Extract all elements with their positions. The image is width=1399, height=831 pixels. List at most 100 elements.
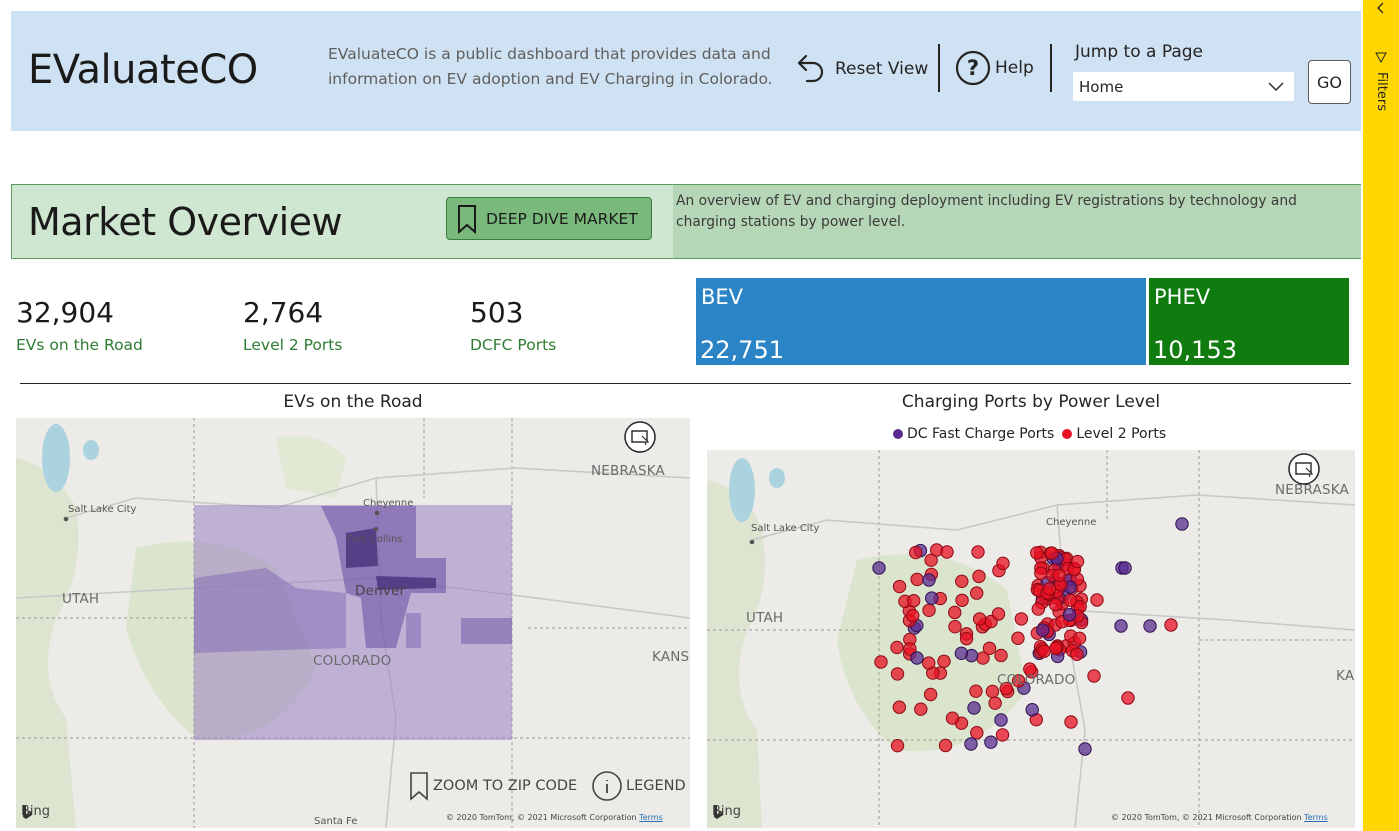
level2-port-marker [1087,669,1101,683]
legend-level2-label: Level 2 Ports [1076,426,1167,442]
level2-port-marker [922,603,936,617]
level2-port-marker [914,702,928,716]
bing-logo: Bing [21,804,50,819]
level2-port-marker [1064,715,1078,729]
reset-view-label: Reset View [835,59,929,79]
page-select-dropdown[interactable]: Home [1073,72,1294,101]
bookmark-icon [410,772,428,801]
level2-port-marker [948,619,962,634]
map-background [707,450,1355,828]
level2-port-marker [996,556,1010,571]
level2-port-marker [1052,568,1066,582]
dcfc-port-marker [910,651,924,665]
level2-port-marker [1014,612,1029,626]
kpi-evs-value: 32,904 [16,296,114,329]
filters-toggle[interactable]: Filters [1365,50,1397,130]
evs-choropleth-map[interactable]: NEBRASKA UTAH COLORADO KANSA Salt Lake C… [16,418,690,828]
level2-port-marker [971,545,985,559]
level2-port-marker [903,642,917,656]
level2-port-marker [955,593,969,607]
page-select-value: Home [1079,77,1124,96]
ports-legend: DC Fast Charge Ports Level 2 Ports [893,426,1166,442]
dcfc-port-marker [925,591,939,605]
help-label: Help [995,58,1034,78]
app-description: EValuateCO is a public dashboard that pr… [328,45,773,88]
help-icon: ? [955,50,991,86]
level2-port-marker [1049,641,1063,656]
level2-port-marker [1070,647,1084,661]
chevron-down-icon [1268,82,1284,91]
reset-view-button[interactable]: Reset View [793,52,928,86]
dcfc-port-marker [954,646,969,661]
level2-port-marker [890,640,904,655]
dcfc-port-marker [964,737,978,751]
charging-ports-map[interactable]: NEBRASKA UTAH COLORADO KA Salt Lake City… [707,450,1355,828]
map-copyright: © 2020 TomTom, © 2021 Microsoft Corporat… [446,813,663,822]
phev-name: PHEV [1154,285,1211,309]
level2-port-marker [970,726,984,740]
city-label: Fort Collins [347,534,403,545]
go-button[interactable]: GO [1308,60,1351,104]
level2-port-marker [959,631,974,646]
copyright-text: © 2020 TomTom, © 2021 Microsoft Corporat… [1111,813,1302,822]
bev-tile[interactable]: BEV 22,751 [696,278,1146,365]
focus-mode-icon[interactable] [623,420,657,454]
map-evs-title: EVs on the Road [283,392,423,412]
dcfc-port-marker [1062,608,1077,622]
level2-port-marker [999,681,1013,696]
state-label: UTAH [62,591,100,607]
phev-tile[interactable]: PHEV 10,153 [1149,278,1349,365]
level2-port-marker [906,594,921,608]
deep-dive-label: DEEP DIVE MARKET [486,209,638,228]
kpi-evs-label: EVs on the Road [16,336,143,354]
divider [1050,44,1052,92]
app-title: EValuateCO [28,47,258,93]
level2-port-marker [1090,593,1104,607]
help-button[interactable]: ? Help [955,49,1034,87]
jump-to-page-label: Jump to a Page [1075,42,1203,62]
zoom-to-zip-button[interactable]: ZOOM TO ZIP CODE [408,770,577,802]
level2-port-marker [991,607,1006,621]
level2-port-marker [874,655,888,669]
terms-link[interactable]: Terms [1304,813,1328,822]
section-title: Market Overview [28,200,343,244]
bing-icon [714,805,723,819]
level2-port-marker [1034,566,1048,580]
market-description: An overview of EV and charging deploymen… [676,193,1297,230]
filters-pane: Filters [1363,0,1399,831]
level2-port-marker [970,586,984,600]
bev-name: BEV [701,285,744,309]
level2-port-marker [938,738,953,753]
focus-mode-icon[interactable] [1287,452,1321,486]
market-overview-banner: Market Overview DEEP DIVE MARKET An over… [11,184,1361,259]
legend-button[interactable]: LEGEND [591,770,686,802]
bing-logo: Bing [712,804,741,819]
deep-dive-market-button[interactable]: DEEP DIVE MARKET [446,197,652,240]
chevron-left-icon[interactable] [1373,0,1389,16]
level2-port-marker [892,579,907,594]
bing-icon [23,805,32,819]
terms-link[interactable]: Terms [639,813,663,822]
city-label: Cheyenne [1046,517,1097,528]
dcfc-port-marker [872,561,886,575]
state-label: KANSA [652,649,690,665]
level2-port-marker [1121,691,1135,705]
phev-value: 10,153 [1153,336,1237,364]
divider [938,44,940,92]
city-label: Denver [355,583,406,599]
copyright-text: © 2020 TomTom, © 2021 Microsoft Corporat… [446,813,637,822]
dcfc-port-marker [1118,561,1132,575]
state-label: NEBRASKA [1275,482,1349,498]
city-label: Santa Fe [314,816,358,827]
dcfc-port-marker [1036,623,1050,637]
state-label: NEBRASKA [591,463,665,479]
kpi-level2-value: 2,764 [243,296,324,329]
map-background [16,418,690,828]
undo-icon [797,54,824,83]
level2-port-marker [1011,674,1026,688]
level2-port-marker [923,687,938,702]
dcfc-port-marker [1078,742,1092,756]
level2-port-marker [922,656,936,670]
dcfc-port-marker [922,573,936,587]
dcfc-port-marker [967,701,981,715]
